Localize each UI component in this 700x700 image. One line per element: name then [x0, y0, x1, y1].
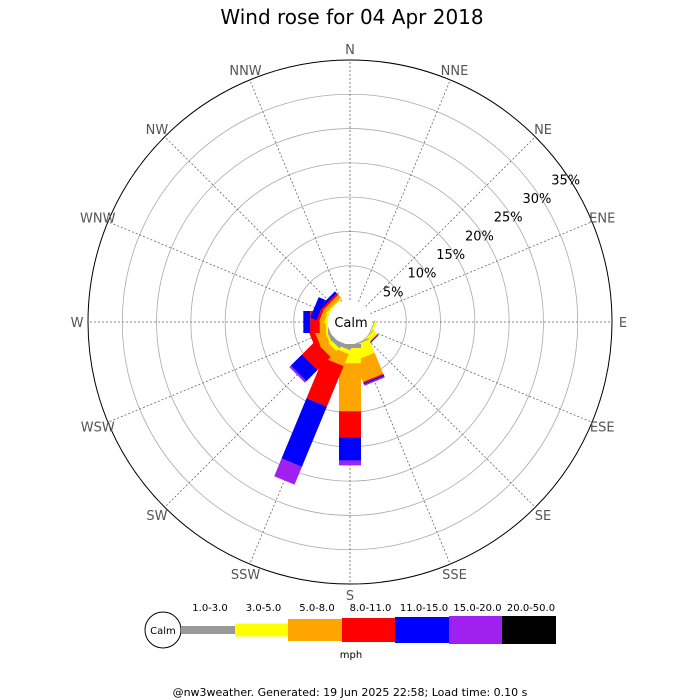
bar-s-15.0-20.0 [339, 460, 361, 466]
chart-title: Wind rose for 04 Apr 2018 [220, 5, 483, 29]
direction-label-ese: ESE [590, 420, 615, 435]
bar-sse-8.0-11.0 [362, 373, 384, 384]
legend-label-3.0-5.0: 3.0-5.0 [246, 603, 281, 614]
bar-sw-11.0-15.0 [290, 354, 318, 382]
ring-labels: 5% 10% 15%20%25%30% 35% [383, 173, 580, 300]
outer-ring [87, 59, 613, 585]
calm-center: Calm [328, 300, 372, 344]
legend-swatch-15.0-20.0 [449, 616, 502, 644]
ring-label-35: 35% [551, 173, 580, 188]
direction-label-w: W [71, 316, 84, 331]
speed-legend: Calm 1.0-3.0 3.0-5.0 5.0-8.0 8.0-11.0 11.0-15… [144, 603, 556, 661]
legend-label-15.0-20.0: 15.0-20.0 [453, 603, 501, 614]
bar-s-8.0-11.0 [339, 411, 361, 438]
spoke-line-ne [365, 136, 536, 307]
bar-wnw-11.0-15.0 [310, 297, 326, 321]
bar-ssw-8.0-11.0 [306, 357, 344, 407]
direction-label-wnw: WNW [80, 212, 116, 227]
direction-label-sse: SSE [442, 568, 467, 583]
direction-label-wsw: WSW [81, 420, 115, 435]
ring-label-15: 15% [436, 248, 465, 263]
spoke-line-nw [164, 136, 335, 307]
direction-label-ene: ENE [589, 212, 615, 227]
direction-label-nnw: NNW [229, 64, 261, 79]
spoke-line-nne [358, 79, 451, 302]
ring-label-10: 10% [408, 267, 437, 282]
ring-label-25: 25% [494, 211, 523, 226]
spoke-line-se [365, 337, 536, 508]
legend-label-20.0-50.0: 20.0-50.0 [507, 603, 555, 614]
bar-ssw-15.0-20.0 [274, 458, 302, 485]
bar-ssw-11.0-15.0 [281, 398, 327, 467]
direction-label-nne: NNE [441, 64, 469, 79]
bar-nw-3.0-5.0 [325, 297, 343, 315]
direction-label-ssw: SSW [231, 568, 261, 583]
ring-label-20: 20% [465, 229, 494, 244]
bar-sse-5.0-8.0 [354, 352, 384, 383]
bar-sse-11.0-15.0 [363, 374, 385, 385]
direction-label-sw: SW [146, 509, 167, 524]
direction-label-n: N [345, 43, 355, 58]
direction-labels: N NNE NE ENE E ESE SE SSE S SSW SW WSW W WNW NW NNW [71, 43, 628, 604]
bar-sw-15.0-20.0 [289, 365, 307, 383]
spoke-line-wnw [107, 221, 330, 314]
legend-swatch-8.0-11.0 [342, 618, 395, 642]
ring-25 [156, 128, 544, 516]
bar-nw-5.0-8.0 [322, 294, 342, 314]
direction-label-se: SE [535, 509, 551, 524]
spoke-line-wsw [107, 330, 330, 423]
legend-swatch-20.0-50.0 [502, 616, 556, 644]
spoke-line-ese [370, 330, 593, 423]
bar-sw-8.0-11.0 [301, 341, 331, 371]
direction-label-nw: NW [146, 123, 169, 138]
legend-swatch-1.0-3.0 [181, 626, 235, 634]
wind-spokes [274, 291, 385, 485]
direction-label-ne: NE [534, 123, 552, 138]
bar-s-5.0-8.0 [339, 363, 361, 412]
bar-nw-8.0-11.0 [321, 293, 339, 311]
direction-label-s: S [346, 589, 354, 604]
footer-text: @nw3weather. Generated: 19 Jun 2025 22:5… [173, 686, 528, 699]
legend-swatch-3.0-5.0 [235, 623, 288, 637]
spoke-line-ene [370, 221, 593, 314]
bar-sse-15.0-20.0 [364, 376, 385, 386]
legend-label-8.0-11.0: 8.0-11.0 [350, 603, 392, 614]
legend-unit: mph [340, 650, 362, 661]
legend-label-5.0-8.0: 5.0-8.0 [299, 603, 334, 614]
legend-swatch-5.0-8.0 [288, 619, 342, 641]
bar-s-11.0-15.0 [339, 437, 361, 461]
bar-w-11.0-15.0 [303, 311, 311, 333]
ring-label-5: 5% [383, 285, 404, 300]
legend-swatch-11.0-15.0 [395, 617, 449, 643]
legend-label-11.0-15.0: 11.0-15.0 [400, 603, 448, 614]
ring-label-30: 30% [523, 192, 552, 207]
spoke-line-nnw [249, 79, 342, 302]
calm-label: Calm [334, 316, 367, 331]
bar-nw-11.0-15.0 [319, 291, 337, 309]
direction-label-e: E [619, 316, 627, 331]
legend-label-1.0-3.0: 1.0-3.0 [192, 603, 227, 614]
legend-calm-label: Calm [150, 626, 176, 637]
